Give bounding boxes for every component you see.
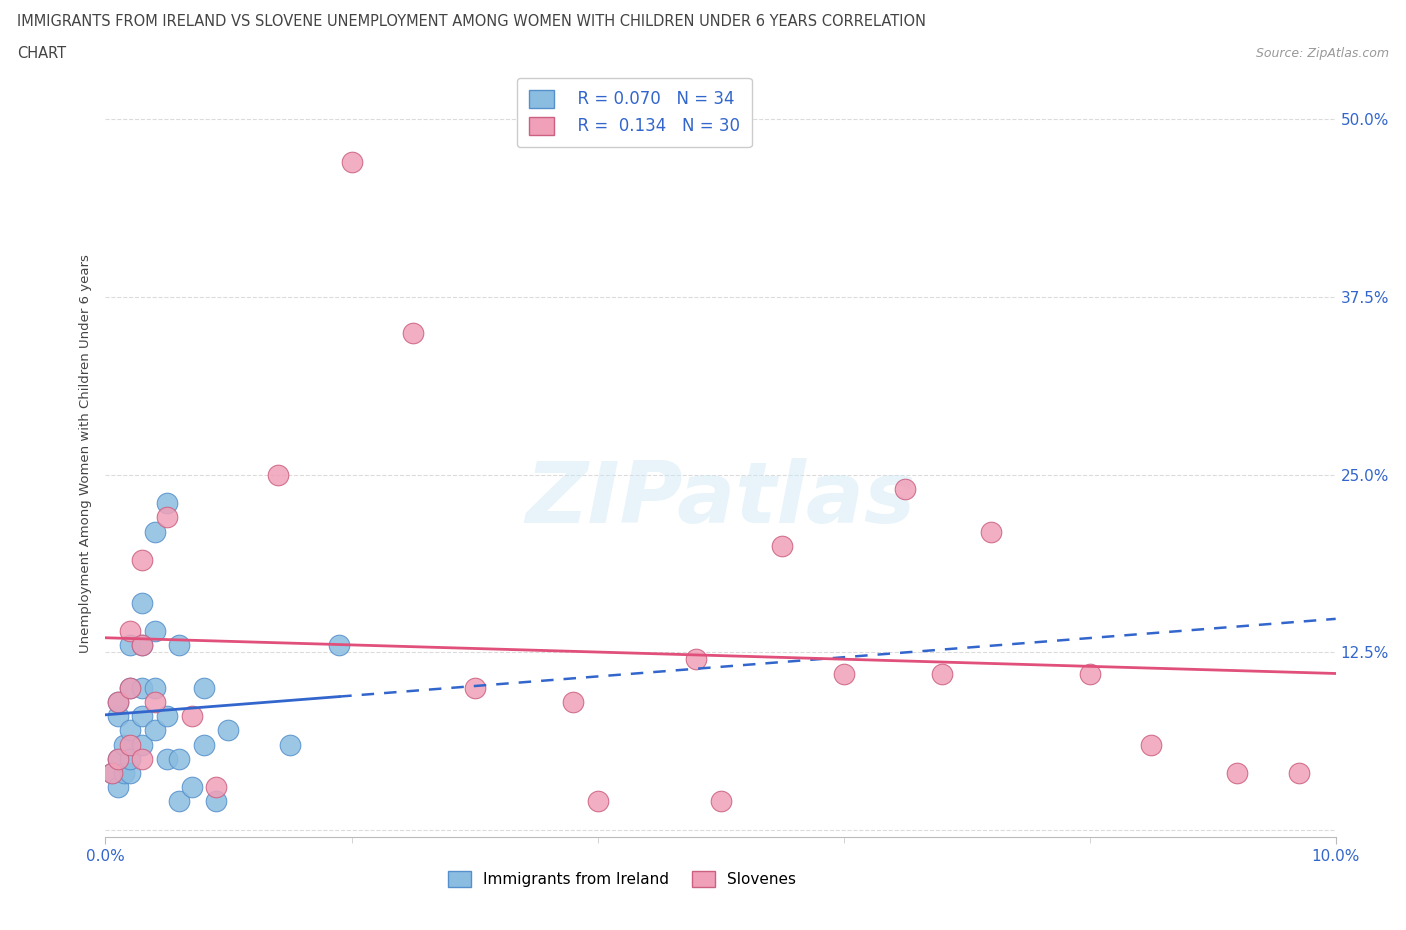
Point xyxy=(131,709,153,724)
Point xyxy=(770,538,793,553)
Point xyxy=(1226,765,1249,780)
Point xyxy=(107,695,129,710)
Point xyxy=(120,623,141,638)
Point xyxy=(120,638,141,653)
Point xyxy=(107,751,129,766)
Point xyxy=(120,751,141,766)
Point xyxy=(131,681,153,696)
Point xyxy=(1078,666,1101,681)
Text: R =: R = xyxy=(543,129,583,148)
Point xyxy=(1288,765,1310,780)
Point xyxy=(1140,737,1163,752)
Point xyxy=(193,737,215,752)
Point xyxy=(710,794,733,809)
Point xyxy=(169,638,191,653)
Point xyxy=(112,737,135,752)
Point xyxy=(131,552,153,567)
Text: N =: N = xyxy=(672,129,710,148)
Point xyxy=(832,666,855,681)
Point xyxy=(131,595,153,610)
Point xyxy=(180,709,202,724)
Point xyxy=(156,751,179,766)
Y-axis label: Unemployment Among Women with Children Under 6 years: Unemployment Among Women with Children U… xyxy=(79,254,93,653)
Point xyxy=(156,496,179,511)
Point xyxy=(205,780,228,795)
Text: R =: R = xyxy=(543,98,578,115)
Point xyxy=(328,638,350,653)
Point xyxy=(100,765,122,780)
Point xyxy=(278,737,301,752)
Point xyxy=(464,681,486,696)
Point xyxy=(156,709,179,724)
Point xyxy=(120,765,141,780)
Point xyxy=(156,510,179,525)
Point xyxy=(180,780,202,795)
Point xyxy=(112,765,135,780)
Point xyxy=(218,723,240,737)
Text: CHART: CHART xyxy=(17,46,66,61)
Point xyxy=(143,623,166,638)
Text: Source: ZipAtlas.com: Source: ZipAtlas.com xyxy=(1256,46,1389,60)
Point xyxy=(120,737,141,752)
Point xyxy=(120,723,141,737)
Point xyxy=(143,695,166,710)
Point xyxy=(169,751,191,766)
Point xyxy=(107,780,129,795)
Point xyxy=(107,695,129,710)
Point xyxy=(143,723,166,737)
Point xyxy=(131,638,153,653)
Point xyxy=(402,326,425,340)
Point xyxy=(107,709,129,724)
Point xyxy=(143,681,166,696)
Point xyxy=(131,737,153,752)
Point xyxy=(131,751,153,766)
Point xyxy=(586,794,609,809)
Legend: Immigrants from Ireland, Slovenes: Immigrants from Ireland, Slovenes xyxy=(440,863,804,895)
Point xyxy=(131,638,153,653)
Point xyxy=(143,525,166,539)
Point xyxy=(562,695,585,710)
Text: ZIPatlas: ZIPatlas xyxy=(526,458,915,541)
Point xyxy=(340,154,363,169)
Point xyxy=(120,681,141,696)
Point xyxy=(193,681,215,696)
Text: IMMIGRANTS FROM IRELAND VS SLOVENE UNEMPLOYMENT AMONG WOMEN WITH CHILDREN UNDER : IMMIGRANTS FROM IRELAND VS SLOVENE UNEMP… xyxy=(17,14,927,29)
Point xyxy=(931,666,953,681)
Point xyxy=(120,681,141,696)
Point xyxy=(100,765,122,780)
Point xyxy=(267,467,290,482)
Point xyxy=(980,525,1002,539)
Point xyxy=(169,794,191,809)
Point xyxy=(894,482,917,497)
Point xyxy=(205,794,228,809)
Point xyxy=(685,652,707,667)
Point xyxy=(107,751,129,766)
Text: N =: N = xyxy=(672,98,710,115)
